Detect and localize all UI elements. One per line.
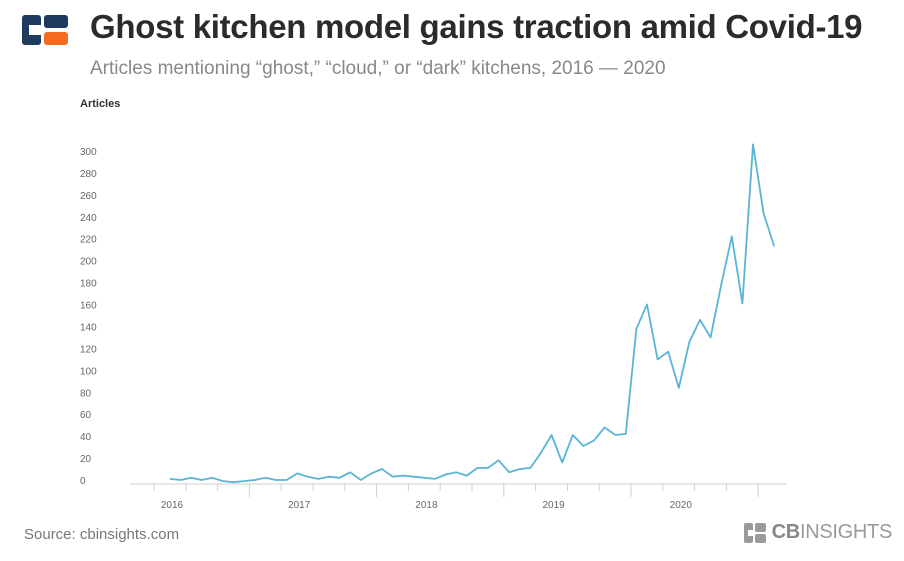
y-tick-label: 0 — [80, 476, 86, 487]
logo-block-dark-top — [44, 15, 68, 28]
x-tick-label: 2018 — [415, 500, 438, 511]
x-tick-label: 2017 — [288, 500, 311, 511]
brand-bold: CB — [771, 521, 801, 543]
y-tick-label: 240 — [80, 213, 97, 224]
y-tick-label: 140 — [80, 322, 97, 333]
y-tick-label: 300 — [80, 147, 97, 158]
source-note: Source: cbinsights.com — [24, 526, 180, 543]
brand-rest: INSIGHTS — [799, 521, 892, 543]
x-minor-ticks — [153, 484, 759, 497]
y-tick-label: 280 — [80, 169, 97, 180]
brand-wordmark: CBINSIGHTS — [771, 521, 893, 544]
brand-footer: CBINSIGHTS — [743, 521, 893, 544]
y-tick-label: 120 — [80, 344, 97, 355]
cb-insights-logo — [22, 15, 68, 45]
y-axis-label: Articles — [80, 98, 120, 110]
x-tick-label: 2020 — [670, 500, 693, 511]
y-tick-label: 80 — [80, 388, 92, 399]
y-tick-label: 40 — [80, 432, 92, 443]
y-tick-label: 180 — [80, 279, 97, 290]
page-subtitle: Articles mentioning “ghost,” “cloud,” or… — [90, 58, 666, 79]
y-tick-label: 20 — [80, 454, 92, 465]
y-tick-label: 100 — [80, 366, 97, 377]
cb-mark-icon — [743, 522, 766, 543]
logo-block-orange — [44, 32, 68, 45]
y-tick-label: 60 — [80, 410, 92, 421]
x-tick-label: 2016 — [161, 500, 184, 511]
y-tick-labels: 0 20 40 60 80 100 120 140 160 180 200 220 240 260 280 3… — [80, 147, 97, 487]
data-points — [169, 144, 775, 483]
y-tick-label: 200 — [80, 257, 97, 268]
series-line — [169, 143, 776, 484]
x-tick-label: 2019 — [542, 500, 565, 511]
y-tick-label: 260 — [80, 191, 97, 202]
page-title: Ghost kitchen model gains traction amid … — [90, 8, 863, 45]
y-tick-label: 160 — [80, 301, 97, 312]
x-tick-labels: 2016 2017 2018 2019 2020 — [161, 500, 692, 511]
y-tick-label: 220 — [80, 235, 97, 246]
